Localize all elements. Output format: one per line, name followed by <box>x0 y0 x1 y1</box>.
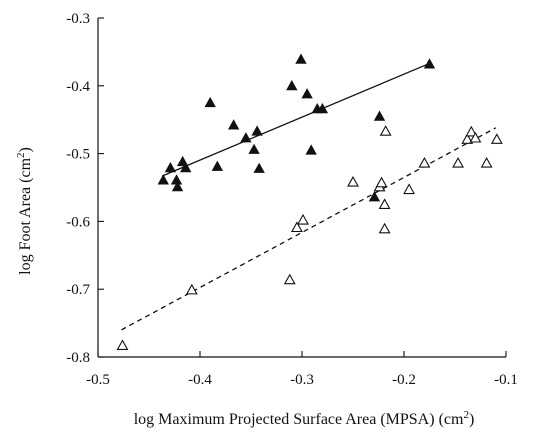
open-triangle-point <box>297 213 309 225</box>
filled-triangle-point <box>301 88 313 99</box>
open-triangle-point <box>403 183 416 195</box>
filled-triangle-point <box>316 103 329 114</box>
open-triangle-point <box>283 273 296 285</box>
dashed-fit-line <box>121 127 497 331</box>
open-triangle-point <box>461 133 474 144</box>
filled-triangle-point <box>157 174 169 185</box>
filled-triangle-point <box>295 53 307 64</box>
solid-fit-line <box>162 62 430 177</box>
open-triangle-point <box>185 283 198 295</box>
filled-triangle-point <box>248 143 260 154</box>
y-tick-label: -0.7 <box>66 282 90 298</box>
filled-triangle-point <box>251 125 263 136</box>
open-triangle-point <box>418 156 431 168</box>
y-ticks: -0.8 -0.7 -0.6 -0.5 -0.4 -0.3 <box>66 11 104 366</box>
filled-triangle-point <box>305 144 317 155</box>
open-triangle-point <box>378 222 391 234</box>
open-triangle-point <box>375 176 388 188</box>
data-points <box>116 53 503 351</box>
y-tick-label: -0.8 <box>66 350 90 366</box>
y-tick-label: -0.4 <box>66 79 90 95</box>
open-triangle-point <box>290 221 303 233</box>
filled-triangle-point <box>373 110 386 121</box>
regression-lines <box>121 62 497 331</box>
y-tick-label: -0.5 <box>66 147 90 163</box>
y-tick-label: -0.3 <box>66 11 90 27</box>
open-triangle-point <box>469 131 482 143</box>
filled-triangle-point <box>204 96 216 108</box>
y-tick-label: -0.6 <box>66 214 90 230</box>
y-axis-title: log Foot Area (cm2) <box>15 147 34 275</box>
x-axis-title: log Maximum Projected Surface Area (MPSA… <box>134 409 475 428</box>
open-triangle-point <box>378 198 391 209</box>
x-tick-label: -0.4 <box>188 372 212 388</box>
open-triangle-point <box>490 133 503 144</box>
open-triangle-point <box>465 125 478 137</box>
open-triangle-point <box>452 156 464 168</box>
x-tick-label: -0.2 <box>392 372 416 388</box>
open-triangle-point <box>480 156 493 168</box>
filled-triangle-point <box>170 174 183 185</box>
x-tick-label: -0.5 <box>86 372 110 388</box>
axes <box>97 18 506 358</box>
filled-triangle-point <box>227 119 240 130</box>
filled-triangle-point <box>423 58 436 69</box>
open-triangle-point <box>116 339 129 351</box>
x-tick-label: -0.1 <box>494 372 518 388</box>
filled-triangle-point <box>180 162 192 173</box>
filled-triangle-point <box>253 162 265 173</box>
open-triangle-point <box>347 175 359 187</box>
x-ticks: -0.5 -0.4 -0.3 -0.2 -0.1 <box>86 351 518 388</box>
filled-triangle-point <box>240 132 252 143</box>
filled-triangle-point <box>164 162 177 173</box>
x-tick-label: -0.3 <box>290 372 314 388</box>
filled-triangle-point <box>368 191 381 202</box>
filled-triangle-point <box>171 180 184 192</box>
filled-triangle-point <box>211 160 224 171</box>
open-triangle-point <box>379 125 392 136</box>
filled-triangle-point <box>286 79 298 91</box>
